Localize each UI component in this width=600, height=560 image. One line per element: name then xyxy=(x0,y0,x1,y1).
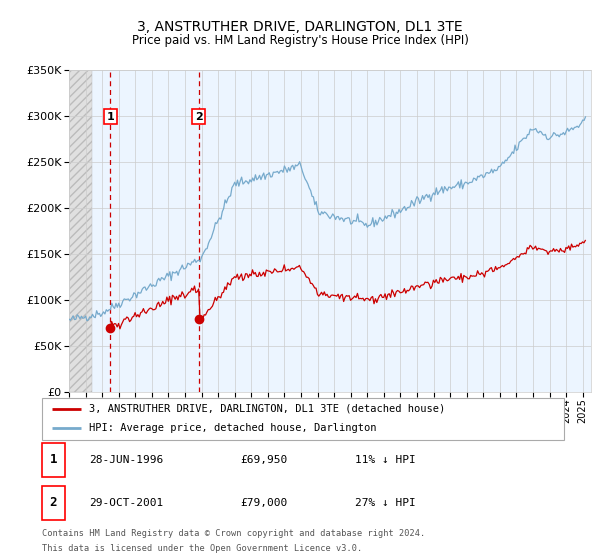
Text: £69,950: £69,950 xyxy=(241,455,287,465)
Text: 27% ↓ HPI: 27% ↓ HPI xyxy=(355,498,416,508)
Text: 28-JUN-1996: 28-JUN-1996 xyxy=(89,455,163,465)
Bar xyxy=(42,486,65,520)
Text: 29-OCT-2001: 29-OCT-2001 xyxy=(89,498,163,508)
Text: 3, ANSTRUTHER DRIVE, DARLINGTON, DL1 3TE (detached house): 3, ANSTRUTHER DRIVE, DARLINGTON, DL1 3TE… xyxy=(89,404,445,414)
Text: This data is licensed under the Open Government Licence v3.0.: This data is licensed under the Open Gov… xyxy=(42,544,362,553)
Bar xyxy=(92,70,591,392)
Bar xyxy=(69,70,92,392)
Bar xyxy=(42,443,65,477)
Text: 1: 1 xyxy=(50,453,57,466)
Text: Contains HM Land Registry data © Crown copyright and database right 2024.: Contains HM Land Registry data © Crown c… xyxy=(42,529,425,538)
Text: 1: 1 xyxy=(106,111,114,122)
Text: £79,000: £79,000 xyxy=(241,498,287,508)
Text: 2: 2 xyxy=(50,496,57,510)
Text: 3, ANSTRUTHER DRIVE, DARLINGTON, DL1 3TE: 3, ANSTRUTHER DRIVE, DARLINGTON, DL1 3TE xyxy=(137,20,463,34)
Text: Price paid vs. HM Land Registry's House Price Index (HPI): Price paid vs. HM Land Registry's House … xyxy=(131,34,469,46)
Bar xyxy=(69,70,92,392)
Text: 11% ↓ HPI: 11% ↓ HPI xyxy=(355,455,416,465)
Text: HPI: Average price, detached house, Darlington: HPI: Average price, detached house, Darl… xyxy=(89,423,376,433)
Text: 2: 2 xyxy=(195,111,203,122)
